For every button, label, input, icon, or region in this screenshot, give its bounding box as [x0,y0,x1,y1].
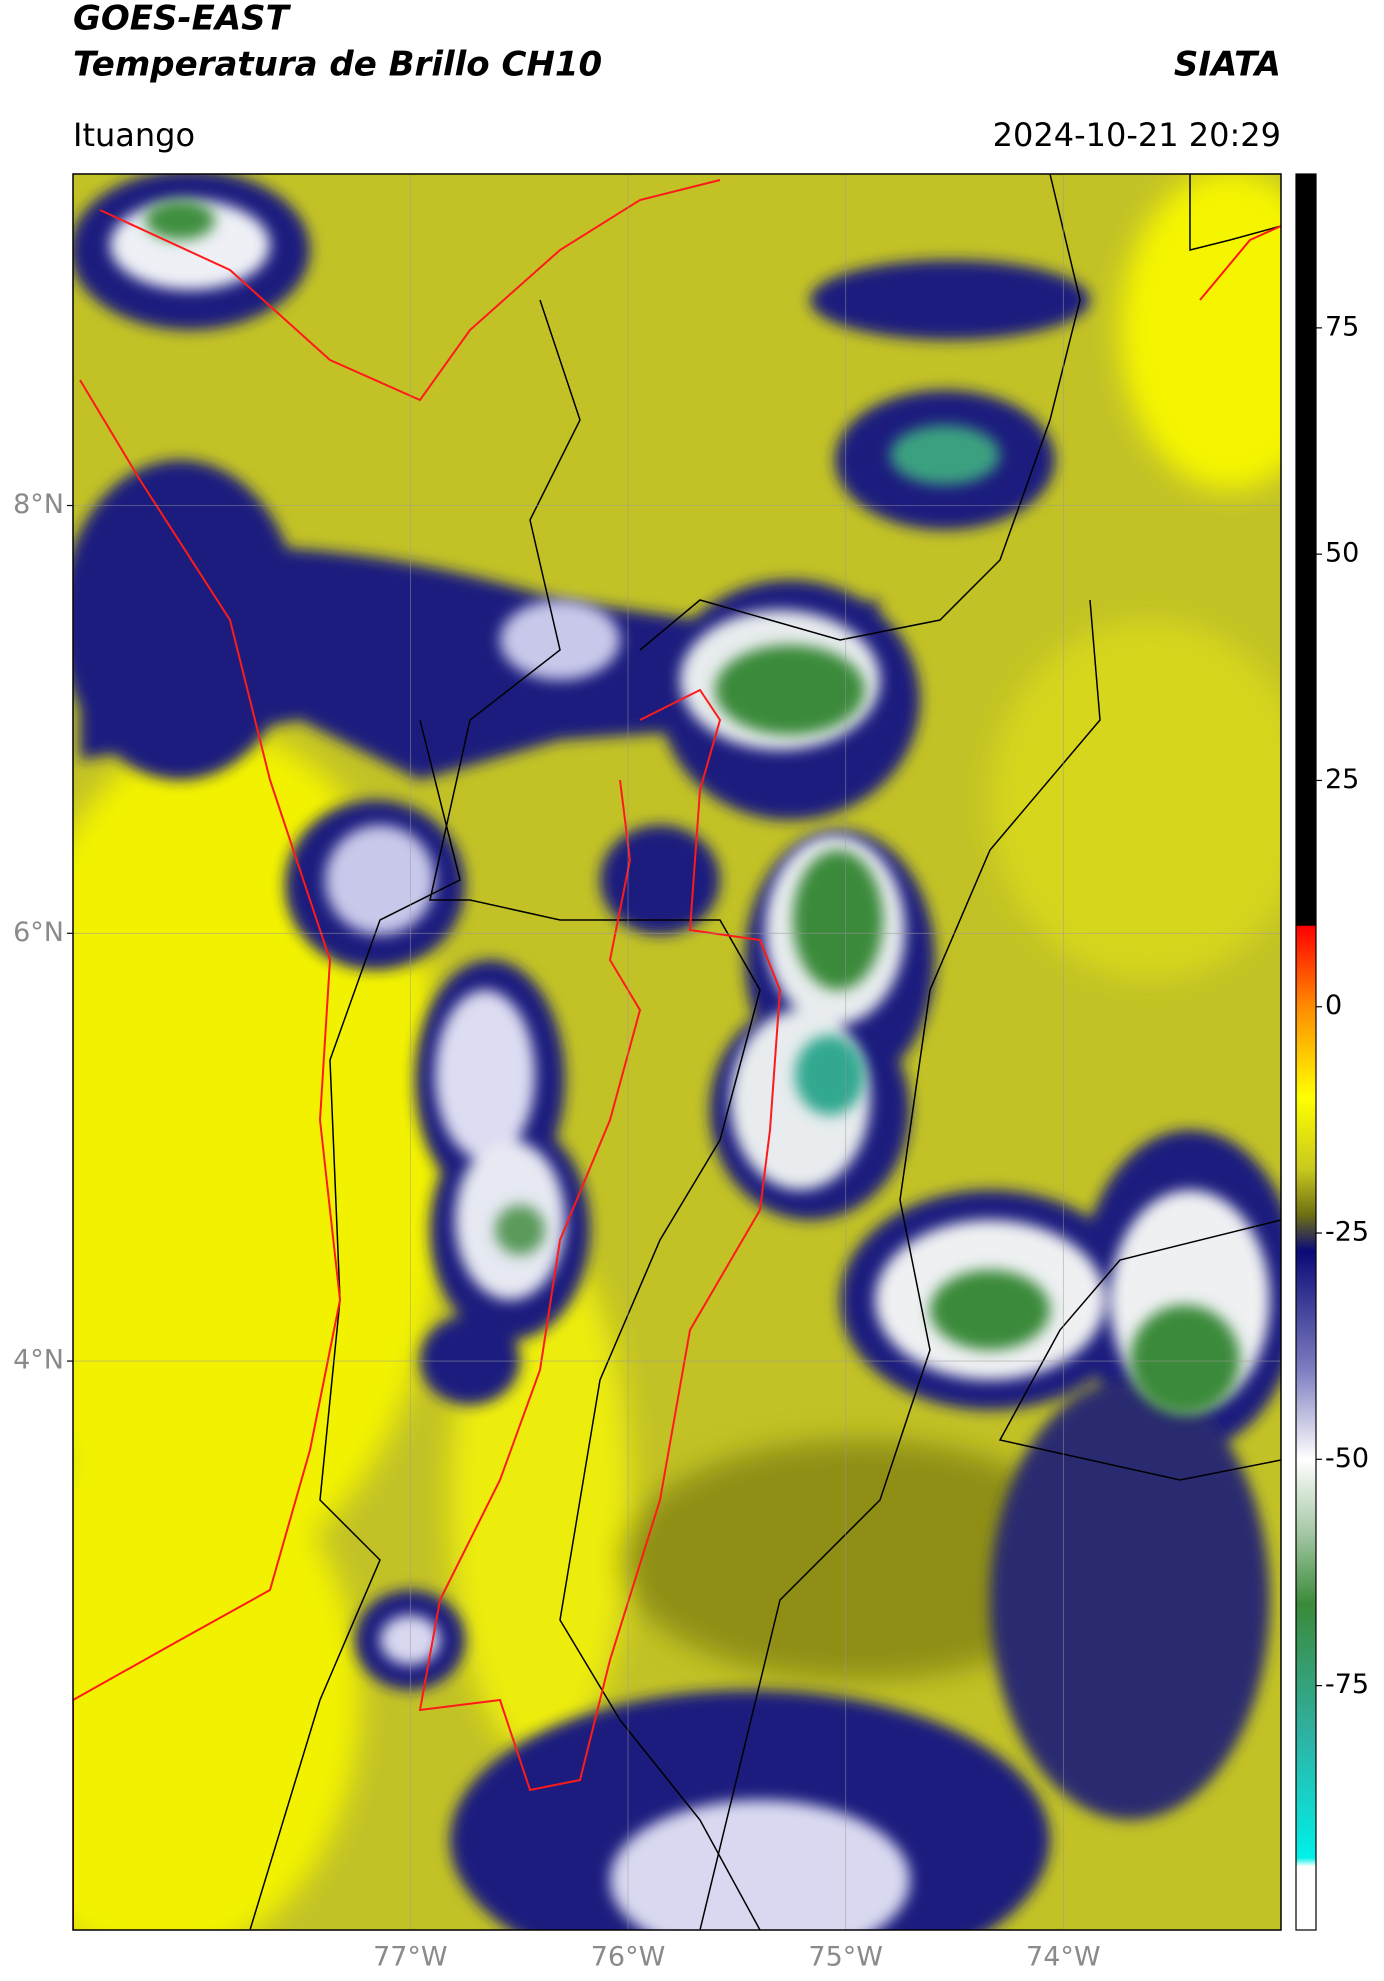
y-tick-label: 8°N [13,489,64,520]
colorbar-tick-label: 50 [1325,538,1359,569]
x-tick-label: 74°W [1026,1942,1101,1973]
cloud-core [793,850,883,990]
cloud-core [715,645,865,735]
x-tick-label: 76°W [591,1942,666,1973]
colorbar-tick-label: 0 [1325,990,1342,1021]
border [429,299,761,1930]
title: GOES-EAST [73,0,292,39]
coldest-clouds [145,200,1240,1415]
y-tick-label: 6°N [13,917,64,948]
colorbar-tick-label: -50 [1325,1443,1369,1474]
cloud-core [930,1270,1050,1350]
region-border [418,688,782,1792]
datetime: 2024-10-21 20:29 [993,116,1281,154]
cloud-top [325,825,435,935]
colorbar-tick-label: 25 [1325,764,1359,795]
warm [1120,174,1281,490]
cloud [810,260,1090,340]
cloud-core [890,425,1000,485]
colorbar-fill [1295,173,1317,1931]
colorbar: 75 50 25 0 -25 -50 -75 [1295,173,1369,1931]
cloud-top [610,1800,910,1930]
y-tick-label: 4°N [13,1345,64,1376]
cloud [990,1380,1270,1820]
border [1189,174,1281,251]
colorbar-tick-label: -75 [1325,1669,1369,1700]
colorbar-tick-label: 75 [1325,311,1359,342]
map-frame [72,173,1282,1931]
warm [73,1440,360,1930]
border [998,1219,1281,1481]
x-tick-label: 77°W [373,1942,448,1973]
x-tick-label: 75°W [808,1942,883,1973]
warm-areas [73,174,1281,1930]
cloud-core [1130,1305,1240,1415]
region-outline [73,179,1281,1930]
location: Ituango [73,116,195,154]
cloud [420,1315,520,1405]
source: SIATA [1174,45,1281,85]
border [639,174,1081,651]
axes: 77°W 76°W 75°W 74°W 8°N 6°N 4°N [13,174,1281,1973]
cloud-core [495,1205,545,1255]
coastline [99,179,721,402]
colorbar-tick-label: -25 [1325,1217,1369,1248]
coastline [73,379,342,1930]
cloud-top [500,600,620,680]
warm [620,1440,1100,1680]
subtitle: Temperatura de Brillo CH10 [73,45,602,85]
cloud-top [435,990,535,1160]
map-imagery [73,174,1281,1930]
warm [990,620,1281,980]
cloud [73,460,300,780]
cloud-core [795,1035,865,1115]
coastline [1199,225,1281,301]
cloud-core [145,200,215,240]
